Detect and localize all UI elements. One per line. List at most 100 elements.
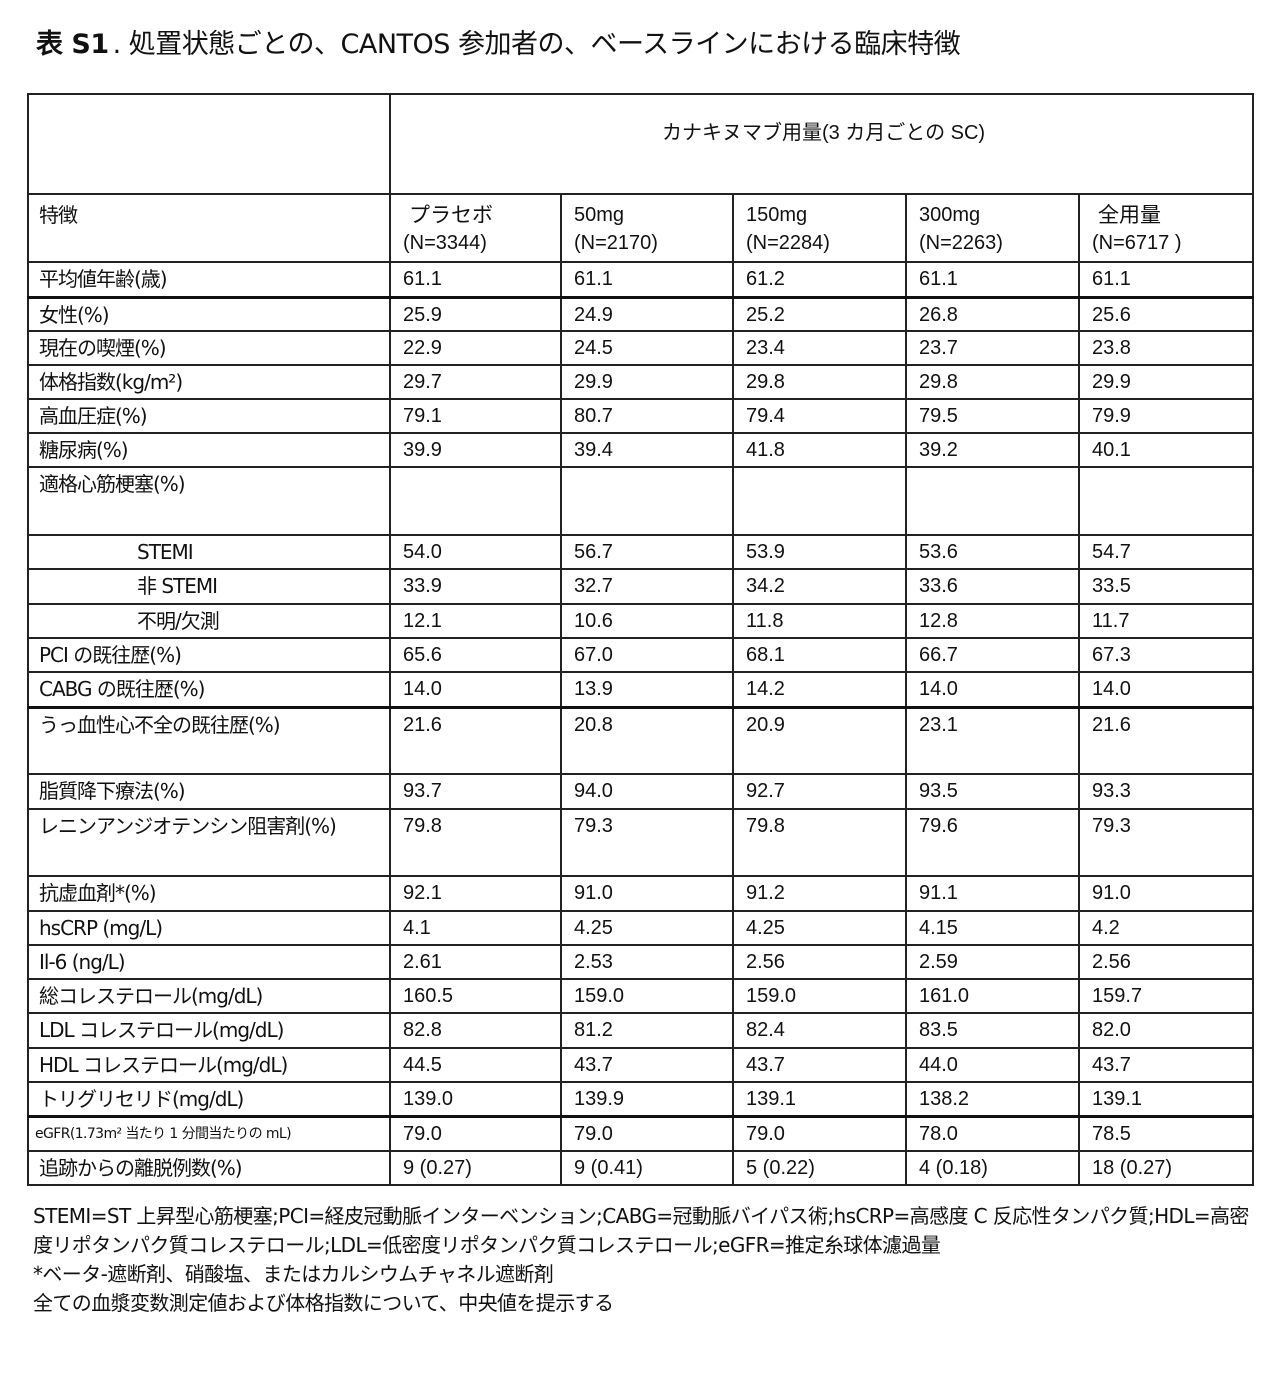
value-cell: 39.4 bbox=[561, 433, 733, 467]
value-cell: 14.2 bbox=[733, 672, 906, 707]
row-label: HDL コレステロール(mg/dL) bbox=[28, 1048, 390, 1082]
value-cell: 14.0 bbox=[390, 672, 561, 707]
value-cell: 61.1 bbox=[906, 262, 1079, 297]
row-label: hsCRP (mg/L) bbox=[28, 911, 390, 945]
value-cell: 23.8 bbox=[1079, 331, 1253, 365]
value-cell: 79.8 bbox=[733, 809, 906, 876]
value-cell: 91.1 bbox=[906, 876, 1079, 911]
value-cell: 78.5 bbox=[1079, 1116, 1253, 1151]
table-row: 高血圧症(%)79.180.779.479.579.9 bbox=[28, 399, 1253, 433]
value-cell: 161.0 bbox=[906, 979, 1079, 1013]
value-cell: 9 (0.41) bbox=[561, 1151, 733, 1185]
table-row: うっ血性心不全の既往歴(%)21.620.820.923.121.6 bbox=[28, 707, 1253, 774]
value-cell: 82.8 bbox=[390, 1013, 561, 1048]
value-cell: 2.61 bbox=[390, 945, 561, 979]
value-cell: 159.0 bbox=[561, 979, 733, 1013]
value-cell: 33.5 bbox=[1079, 569, 1253, 604]
value-cell: 12.8 bbox=[906, 604, 1079, 638]
value-cell: 61.1 bbox=[561, 262, 733, 297]
table-row: 脂質降下療法(%)93.794.092.793.593.3 bbox=[28, 774, 1253, 809]
table-row: eGFR(1.73m² 当たり 1 分間当たりの mL)79.079.079.0… bbox=[28, 1116, 1253, 1151]
value-cell: 79.1 bbox=[390, 399, 561, 433]
table-row: 女性(%)25.924.925.226.825.6 bbox=[28, 297, 1253, 331]
table-number: 表 S1 bbox=[36, 29, 109, 60]
value-cell: 4 (0.18) bbox=[906, 1151, 1079, 1185]
table-row: 平均値年齢(歳)61.161.161.261.161.1 bbox=[28, 262, 1253, 297]
value-cell: 43.7 bbox=[733, 1048, 906, 1082]
sample-size: (N=6717 ) bbox=[1092, 229, 1244, 257]
value-cell: 54.7 bbox=[1079, 535, 1253, 569]
table-row: 追跡からの離脱例数(%)9 (0.27)9 (0.41)5 (0.22)4 (0… bbox=[28, 1151, 1253, 1185]
value-cell: 61.2 bbox=[733, 262, 906, 297]
table-row: 不明/欠測12.110.611.812.811.7 bbox=[28, 604, 1253, 638]
value-cell: 138.2 bbox=[906, 1082, 1079, 1116]
value-cell: 14.0 bbox=[906, 672, 1079, 707]
value-cell: 61.1 bbox=[1079, 262, 1253, 297]
value-cell: 39.2 bbox=[906, 433, 1079, 467]
value-cell: 68.1 bbox=[733, 638, 906, 672]
row-label: CABG の既往歴(%) bbox=[28, 672, 390, 707]
value-cell: 9 (0.27) bbox=[390, 1151, 561, 1185]
value-cell: 82.4 bbox=[733, 1013, 906, 1048]
value-cell: 91.0 bbox=[1079, 876, 1253, 911]
value-cell bbox=[561, 467, 733, 535]
value-cell: 23.1 bbox=[906, 707, 1079, 774]
value-cell: 94.0 bbox=[561, 774, 733, 809]
value-cell: 29.8 bbox=[733, 365, 906, 399]
value-cell: 65.6 bbox=[390, 638, 561, 672]
row-label: 平均値年齢(歳) bbox=[28, 262, 390, 297]
value-cell: 41.8 bbox=[733, 433, 906, 467]
value-cell: 14.0 bbox=[1079, 672, 1253, 707]
row-label: 適格心筋梗塞(%) bbox=[28, 467, 390, 535]
value-cell: 29.7 bbox=[390, 365, 561, 399]
value-cell: 33.6 bbox=[906, 569, 1079, 604]
value-cell: 23.4 bbox=[733, 331, 906, 365]
value-cell: 2.59 bbox=[906, 945, 1079, 979]
table-row: CABG の既往歴(%)14.013.914.214.014.0 bbox=[28, 672, 1253, 707]
row-label: 抗虚血剤*(%) bbox=[28, 876, 390, 911]
value-cell: 78.0 bbox=[906, 1116, 1079, 1151]
footnote: STEMI=ST 上昇型心筋梗塞;PCI=経皮冠動脈インターベンション;CABG… bbox=[33, 1202, 1253, 1260]
value-cell: 4.15 bbox=[906, 911, 1079, 945]
row-label: eGFR(1.73m² 当たり 1 分間当たりの mL) bbox=[28, 1116, 390, 1151]
value-cell: 24.5 bbox=[561, 331, 733, 365]
table-row: 非 STEMI33.932.734.233.633.5 bbox=[28, 569, 1253, 604]
value-cell: 43.7 bbox=[561, 1048, 733, 1082]
value-cell: 13.9 bbox=[561, 672, 733, 707]
value-cell: 79.5 bbox=[906, 399, 1079, 433]
value-cell: 79.8 bbox=[390, 809, 561, 876]
value-cell: 22.9 bbox=[390, 331, 561, 365]
row-label: レニンアンジオテンシン阻害剤(%) bbox=[28, 809, 390, 876]
row-label: 高血圧症(%) bbox=[28, 399, 390, 433]
row-label: 糖尿病(%) bbox=[28, 433, 390, 467]
value-cell: 92.7 bbox=[733, 774, 906, 809]
table-row: hsCRP (mg/L)4.14.254.254.154.2 bbox=[28, 911, 1253, 945]
row-label: STEMI bbox=[28, 535, 390, 569]
value-cell: 4.25 bbox=[561, 911, 733, 945]
value-cell: 92.1 bbox=[390, 876, 561, 911]
value-cell: 160.5 bbox=[390, 979, 561, 1013]
value-cell: 61.1 bbox=[390, 262, 561, 297]
value-cell: 139.1 bbox=[733, 1082, 906, 1116]
column-header: 50mg(N=2170) bbox=[561, 194, 733, 262]
row-label: 非 STEMI bbox=[28, 569, 390, 604]
value-cell: 26.8 bbox=[906, 297, 1079, 331]
row-label: Il-6 (ng/L) bbox=[28, 945, 390, 979]
column-header: 150mg(N=2284) bbox=[733, 194, 906, 262]
value-cell: 79.0 bbox=[561, 1116, 733, 1151]
characteristic-header: 特徴 bbox=[28, 194, 390, 262]
value-cell: 39.9 bbox=[390, 433, 561, 467]
value-cell: 81.2 bbox=[561, 1013, 733, 1048]
value-cell: 66.7 bbox=[906, 638, 1079, 672]
value-cell: 79.9 bbox=[1079, 399, 1253, 433]
value-cell: 67.0 bbox=[561, 638, 733, 672]
value-cell bbox=[906, 467, 1079, 535]
value-cell: 25.9 bbox=[390, 297, 561, 331]
dose-label: 300mg bbox=[919, 201, 1070, 229]
value-cell: 29.8 bbox=[906, 365, 1079, 399]
value-cell: 40.1 bbox=[1079, 433, 1253, 467]
value-cell: 93.3 bbox=[1079, 774, 1253, 809]
footnote: 全ての血漿変数測定値および体格指数について、中央値を提示する bbox=[33, 1289, 1253, 1318]
value-cell bbox=[390, 467, 561, 535]
value-cell bbox=[1079, 467, 1253, 535]
